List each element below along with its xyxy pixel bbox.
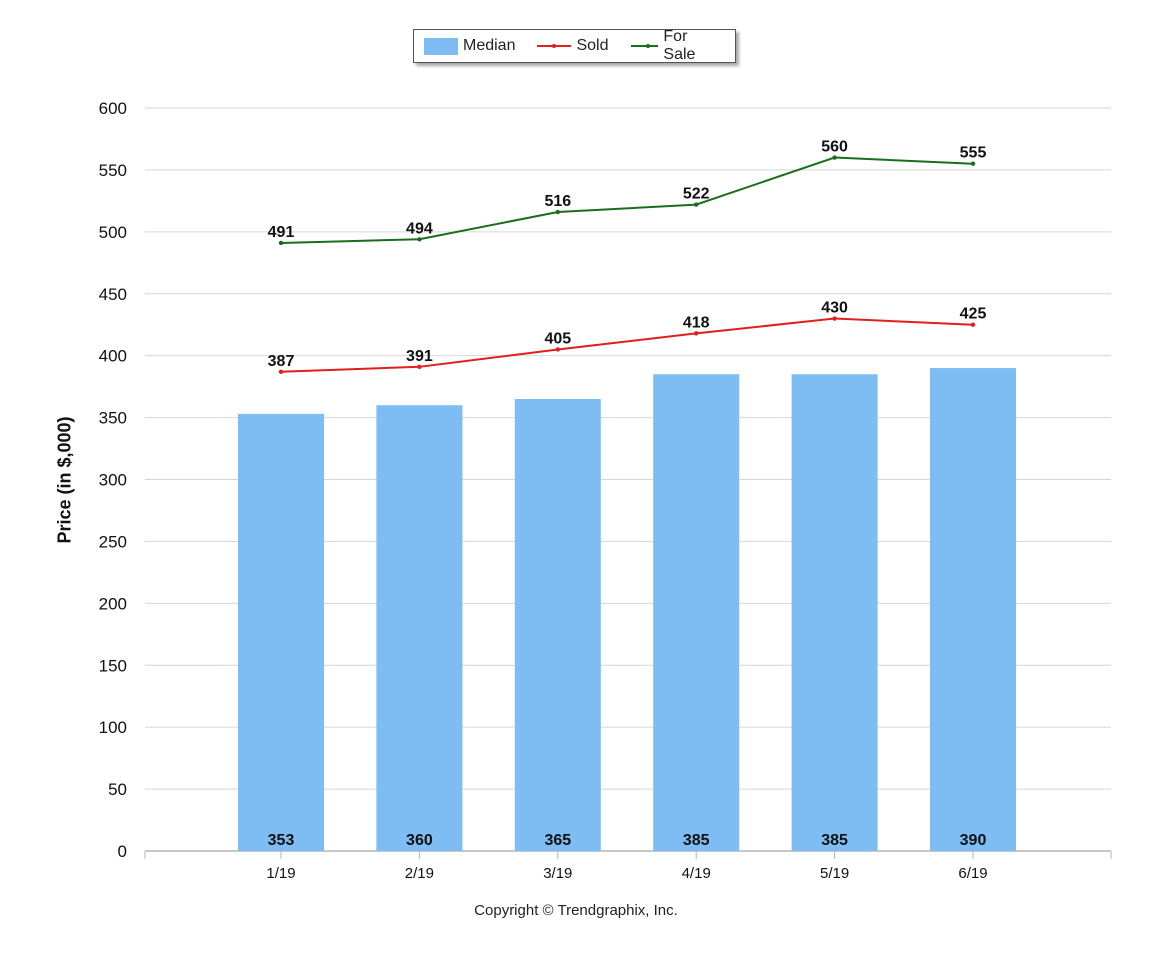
x-tick-label: 5/19	[820, 865, 849, 882]
bar-data-label: 365	[544, 832, 571, 849]
legend-swatch-line	[537, 44, 572, 48]
data-label-sold: 418	[683, 314, 710, 331]
data-label-for-sale: 522	[683, 186, 710, 203]
bar-median	[376, 405, 463, 851]
bar-median	[930, 368, 1016, 851]
data-label-for-sale: 516	[544, 193, 571, 210]
point-sold	[832, 316, 837, 321]
bar-median	[653, 374, 740, 851]
y-tick-label: 500	[99, 223, 127, 242]
legend-swatch-dot	[645, 44, 650, 48]
point-sold	[555, 347, 560, 352]
y-tick-label: 100	[99, 718, 127, 737]
chart-legend: Median Sold For Sale	[413, 28, 736, 64]
x-tick-label: 2/19	[405, 865, 434, 882]
y-tick-label: 0	[118, 842, 127, 861]
point-sold	[970, 322, 976, 327]
bar-data-label: 390	[960, 832, 987, 849]
y-tick-label: 350	[99, 409, 127, 428]
bar-median	[238, 413, 324, 851]
bar-data-label: 385	[683, 832, 710, 849]
legend-label: Sold	[576, 37, 609, 54]
x-tick-label: 4/19	[682, 865, 711, 882]
data-label-for-sale: 494	[406, 220, 433, 237]
point-for-sale	[417, 237, 422, 242]
point-for-sale	[832, 155, 837, 160]
legend-item-median: Median	[424, 37, 515, 55]
legend-item-sold: Sold	[537, 37, 609, 55]
point-for-sale	[278, 240, 284, 246]
y-tick-label: 600	[99, 99, 127, 118]
data-label-for-sale: 555	[960, 145, 987, 162]
legend-item-for-sale: For Sale	[630, 28, 713, 64]
copyright-text: Copyright © Trendgraphix, Inc.	[474, 902, 678, 919]
legend-label: Median	[463, 37, 516, 54]
line-for-sale	[280, 156, 974, 244]
bar-data-label: 385	[821, 832, 848, 849]
legend-swatch-bar	[424, 37, 458, 55]
point-for-sale	[970, 161, 976, 166]
point-sold	[278, 369, 284, 374]
x-tick-label: 6/19	[958, 865, 987, 882]
y-tick-label: 50	[108, 780, 127, 799]
x-tick-label: 3/19	[543, 865, 572, 882]
y-tick-label: 150	[99, 656, 127, 675]
data-label-sold: 425	[960, 306, 987, 323]
data-label-sold: 405	[544, 330, 571, 347]
point-for-sale	[694, 202, 699, 207]
data-label-for-sale: 560	[821, 139, 848, 156]
bar-median	[514, 399, 601, 851]
data-label-sold: 387	[268, 353, 295, 370]
point-sold	[417, 364, 422, 370]
legend-swatch-dot	[552, 44, 557, 48]
point-sold	[694, 331, 699, 336]
y-tick-label: 400	[99, 347, 127, 366]
x-tick-label: 1/19	[266, 865, 295, 882]
bar-data-label: 353	[268, 832, 295, 849]
legend-label: For Sale	[663, 28, 696, 63]
data-label-sold: 430	[821, 300, 848, 317]
bar-data-label: 360	[406, 832, 433, 849]
y-tick-label: 450	[99, 285, 127, 304]
y-tick-label: 300	[99, 471, 127, 490]
y-tick-label: 200	[99, 594, 127, 613]
y-tick-label: 550	[99, 161, 127, 180]
line-sold	[280, 317, 974, 373]
legend-swatch-line	[630, 44, 659, 48]
data-label-for-sale: 491	[268, 224, 295, 241]
y-tick-label: 250	[99, 532, 127, 551]
point-for-sale	[555, 209, 560, 215]
bar-median	[791, 374, 878, 851]
data-label-sold: 391	[406, 348, 433, 365]
